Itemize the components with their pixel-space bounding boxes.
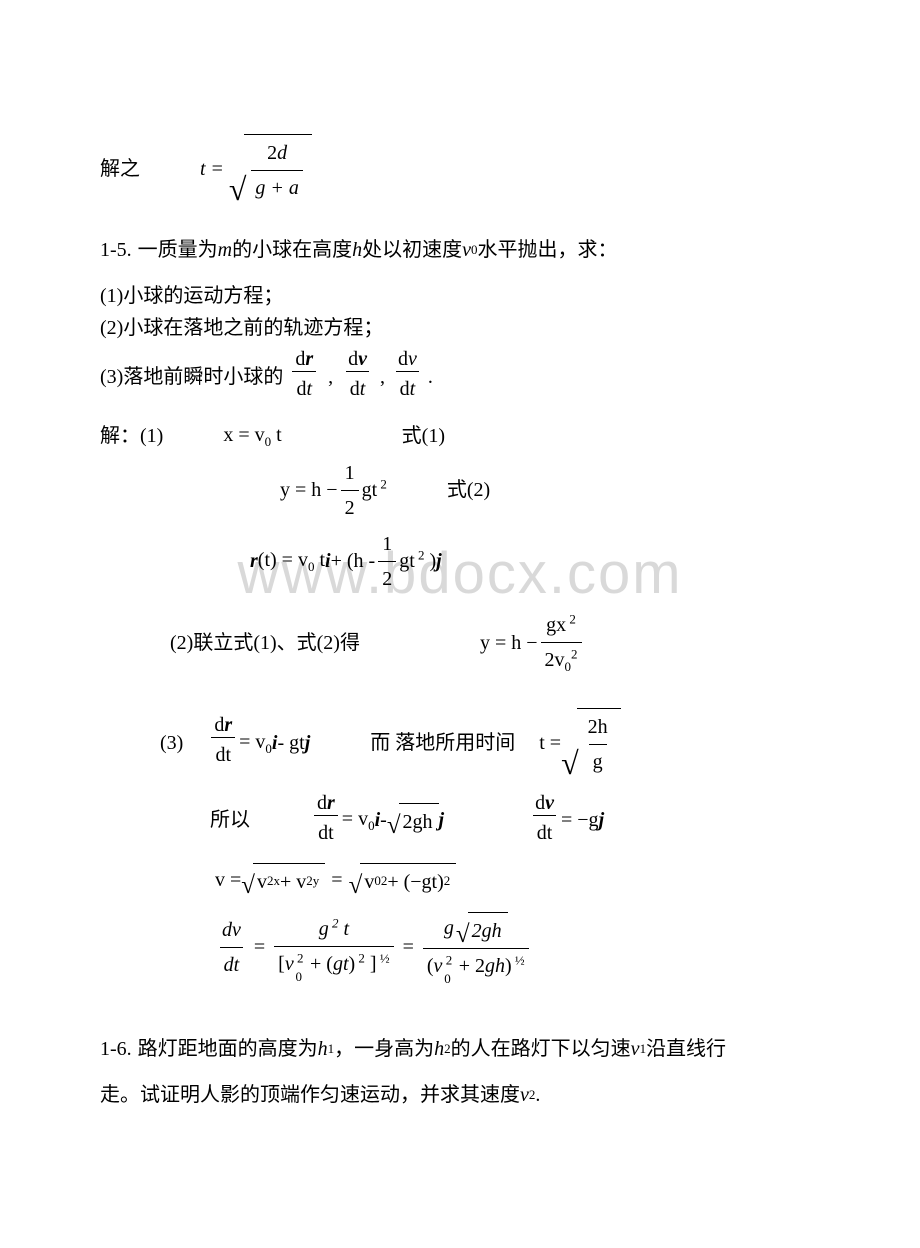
so-line: 所以 dr dt = v0 i - √2gh j dv dt = −g j [210, 792, 820, 849]
v-mag: v = √ v 2x + v2y = √ v02 + (−gt)2 [215, 863, 820, 898]
page-content: 解之 t = √ 22dd g + a 1-5. 一质量为 m 的小球在高度 h… [0, 0, 920, 1175]
p15-t1: 一质量为 [138, 234, 218, 266]
part3-midtext: 而 落地所用时间 [370, 727, 515, 759]
sol-1: 解：(1) x = v0 t x = v 式(1) [100, 419, 820, 453]
p15-t2: 的小球在高度 [232, 234, 352, 266]
dvvdt-num: dv [344, 348, 371, 371]
p15-t3: 处以初速度 [362, 234, 462, 266]
problem-1-6-line1: 1-6. 路灯距地面的高度为 h1 ，一身高为 h2 的人在路灯下以匀速 v1 … [100, 1033, 820, 1065]
q1: (1)小球的运动方程； [100, 280, 820, 312]
den-ga: g + a [251, 170, 303, 204]
p16-l1a: 路灯距地面的高度为 [138, 1033, 318, 1065]
part3-label: (3) [160, 727, 183, 759]
eq-sign: = [212, 153, 223, 185]
part2: (2)联立式(1)、式(2)得 y = h − gx 2 2v02 [170, 609, 820, 678]
drdt-num: dr [291, 348, 317, 371]
eq-r: r(t) = v0 t i + (h - 12 gt 2 ) j [250, 528, 820, 595]
sol-label: 解：(1) [100, 420, 163, 452]
q3a: (3)落地前瞬时小球的 [100, 361, 283, 393]
p16-l1b: ，一身高为 [334, 1033, 434, 1065]
p16-l2a: 走。试证明人影的顶端作匀速运动，并求其速度 [100, 1079, 520, 1111]
dvdt-final: dv dt = g 2 t [v 20+ (gt) 2 ] ½ = g√ 2gh… [215, 912, 820, 984]
eq-y-tag: 式(2) [447, 474, 490, 506]
sqrt-2d: √ 22dd g + a [229, 134, 312, 204]
drdt-den: dt [292, 371, 316, 405]
eq-y: y = h − 12 gt 2 式(2) [280, 457, 820, 524]
eq-solve-t: 解之 t = √ 22dd g + a [100, 134, 820, 204]
label-15: 1-5. [100, 234, 132, 266]
dvdt-num: dv [394, 348, 421, 371]
label-solve: 解之 [100, 153, 140, 185]
var-t: t [200, 153, 206, 185]
dvvdt-den: dt [346, 371, 370, 405]
part3-line1: (3) dr dt = v0 i - gt j 而 落地所用时间 t = √ 2… [160, 708, 820, 778]
eq-x: x = v0 t [223, 419, 281, 453]
p15-t4: 水平抛出，求： [478, 234, 618, 266]
num-2d: 22dd [263, 137, 291, 170]
eq-x-tag: 式(1) [402, 420, 445, 452]
problem-1-5: 1-5. 一质量为 m 的小球在高度 h 处以初速度 v0 水平抛出，求： [100, 234, 820, 266]
p15-m: m [218, 234, 232, 266]
p16-l1d: 沿直线行 [646, 1033, 726, 1065]
p16-l2b: . [535, 1079, 540, 1111]
label-16: 1-6. [100, 1033, 132, 1065]
problem-1-6-line2: 走。试证明人影的顶端作匀速运动，并求其速度 v2 . [100, 1079, 820, 1111]
q3: (3)落地前瞬时小球的 dr dt , dv dt , dv dt . [100, 348, 820, 405]
p15-h: h [352, 234, 362, 266]
p15-v: v [462, 234, 471, 266]
q2: (2)小球在落地之前的轨迹方程； [100, 312, 820, 344]
p16-l1c: 的人在路灯下以匀速 [451, 1033, 631, 1065]
part2-label: (2)联立式(1)、式(2)得 [170, 627, 360, 659]
so-label: 所以 [210, 804, 250, 836]
dvdt-den: dt [396, 371, 420, 405]
